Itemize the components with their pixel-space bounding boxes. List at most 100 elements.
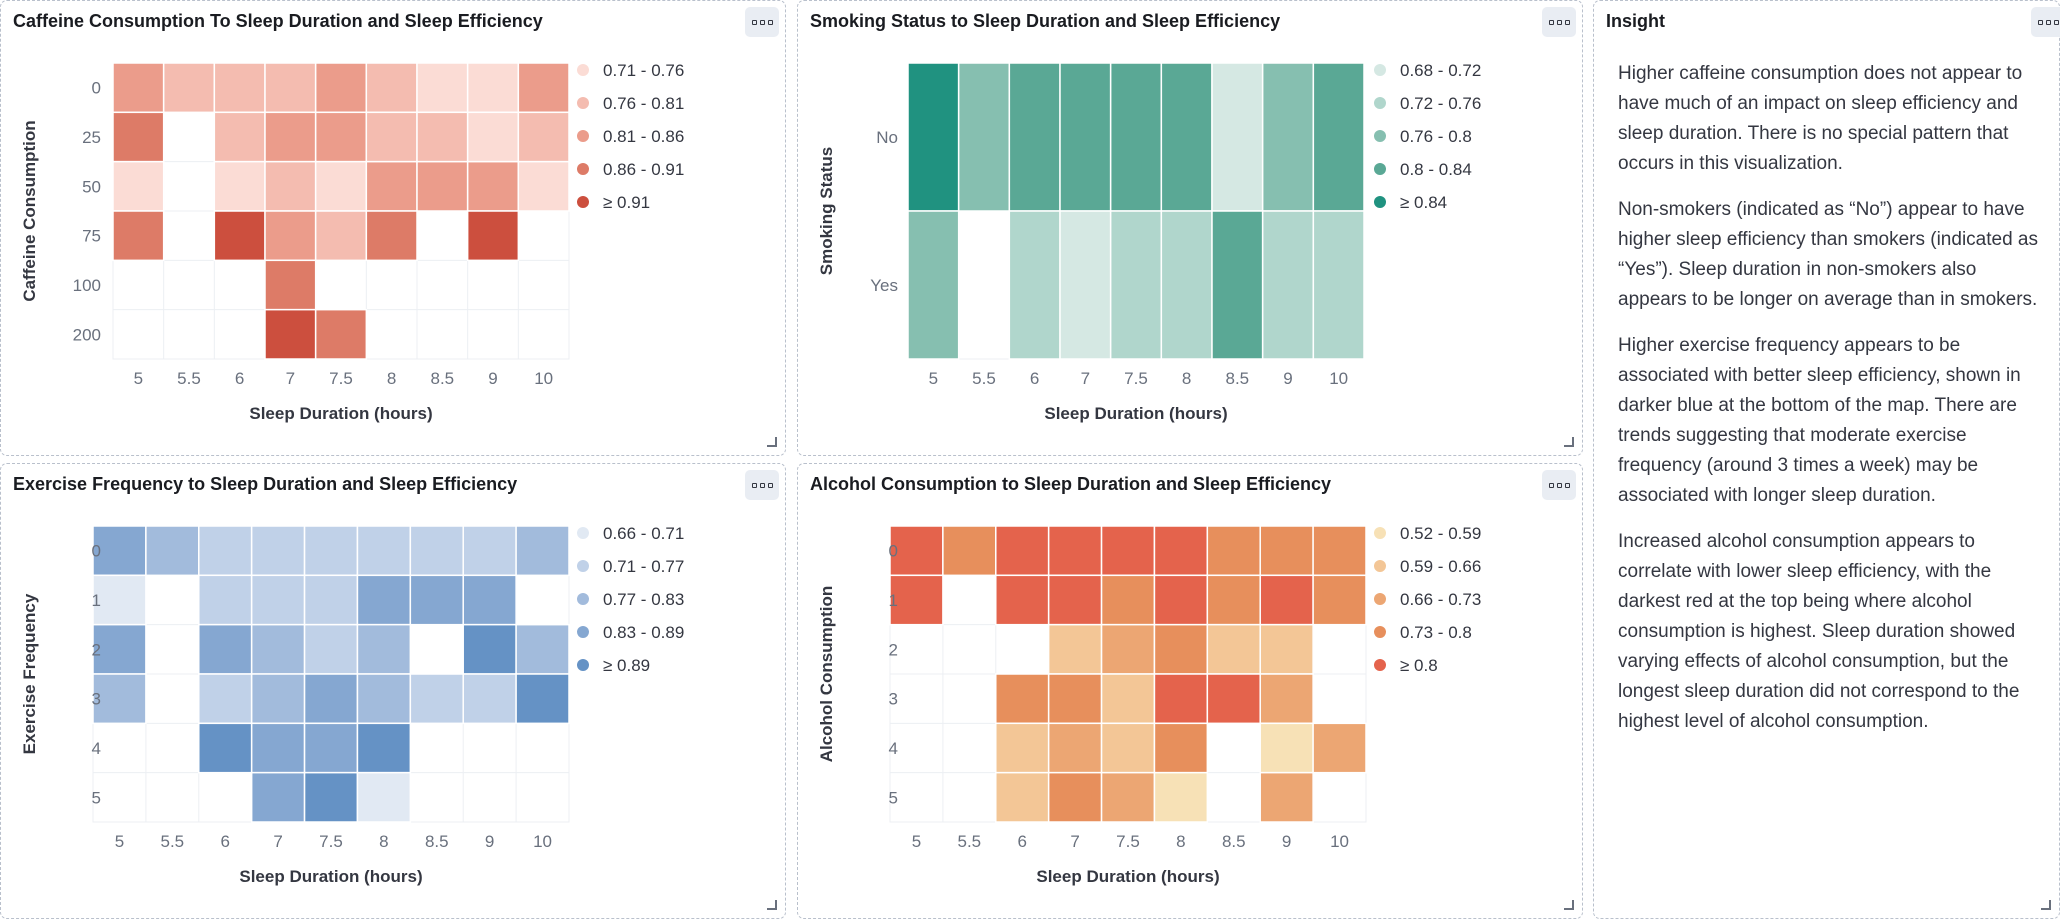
x-tick-label: 6 [1030,369,1039,388]
heatmap-cell [314,62,368,114]
legend-label: ≥ 0.89 [603,656,650,675]
legend-label: ≥ 0.84 [1400,193,1447,212]
y-axis-title: Alcohol Consumption [817,586,836,763]
x-tick-label: 5 [115,832,124,851]
panel-options-button[interactable] [2031,7,2060,37]
heatmap-cell [1059,210,1112,360]
resize-handle[interactable] [1564,900,1574,910]
heatmap-cell [314,160,368,212]
y-tick-label: 0 [92,79,101,98]
x-tick-label: 6 [220,832,229,851]
heatmap-cell [198,673,253,725]
exercise-panel: Exercise Frequency to Sleep Duration and… [0,463,786,919]
heatmap-cell [1100,623,1156,675]
heatmap-cell [466,210,520,262]
y-tick-label: 2 [889,640,898,659]
x-tick-label: 10 [534,369,553,388]
resize-handle[interactable] [767,437,777,447]
x-axis-title: Sleep Duration (hours) [239,867,422,886]
heatmap-cell [1153,673,1209,725]
x-tick-label: 8.5 [425,832,449,851]
legend-swatch [1374,64,1386,76]
heatmap-cell [1259,574,1314,626]
exercise-heatmap: 5 5.5 6 7 7.5 8 8.5 9 10 0 1 2 3 4 5 Sleep Duration (ho… [20,524,684,886]
heatmap-cell [1206,525,1261,577]
heatmap-cell [1100,673,1156,725]
panel-options-button[interactable] [1542,7,1576,37]
heatmap-cell [995,574,1050,626]
heatmap-cell [416,111,469,163]
legend-swatch [1374,163,1386,175]
x-axis-title: Sleep Duration (hours) [249,404,432,423]
heatmap-cell [264,308,317,360]
panel-options-button[interactable] [745,470,779,500]
x-axis-title: Sleep Duration (hours) [1044,404,1227,423]
resize-handle[interactable] [767,900,777,910]
panel-options-button[interactable] [1542,470,1576,500]
heatmap-cell [462,525,517,577]
heatmap-cell [162,62,216,114]
heatmap-cell [1109,210,1163,360]
heatmap-cell [365,210,418,262]
heatmap-cell [1153,771,1209,823]
x-tick-label: 7.5 [1124,369,1148,388]
legend-label: 0.77 - 0.83 [603,590,684,609]
heatmap-cell [466,160,520,212]
heatmap-cell [416,62,469,114]
y-tick-label: 3 [92,690,101,709]
legend-label: 0.86 - 0.91 [603,160,684,179]
heatmap-cell [889,574,944,626]
heatmap-cell [1100,525,1156,577]
heatmap-cell [1047,574,1103,626]
heatmap-cell [303,673,359,725]
heatmap-cell [995,722,1050,774]
heatmap-cell [250,623,306,675]
panel-options-button[interactable] [745,7,779,37]
x-tick-label: 5 [912,832,921,851]
x-tick-label: 8 [1182,369,1191,388]
alcohol-heatmap: 5 5.5 6 7 7.5 8 8.5 9 10 0 1 2 3 4 5 Sleep Duration (ho… [817,524,1481,886]
heatmap-cell [995,525,1050,577]
legend-label: ≥ 0.8 [1400,656,1438,675]
x-tick-label: 9 [1282,832,1291,851]
heatmap-cell [1206,574,1261,626]
heatmap-cell [112,62,165,114]
legend-swatch [1374,626,1386,638]
heatmap-cell [356,673,412,725]
legend-swatch [577,527,589,539]
heatmap-cell [365,111,418,163]
heatmap-cell [1160,62,1213,212]
heatmap-cell [264,111,317,163]
heatmap-cell [314,210,368,262]
heatmap-cell [356,623,412,675]
heatmap-cell [1259,673,1314,725]
heatmap-cell [92,525,147,577]
x-tick-label: 8 [379,832,388,851]
caffeine-panel: Caffeine Consumption To Sleep Duration a… [0,0,786,456]
heatmap-cell [213,111,266,163]
legend-label: 0.76 - 0.8 [1400,127,1472,146]
legend-label: 0.76 - 0.81 [603,94,684,113]
legend-swatch [1374,97,1386,109]
insight-title: Insight [1606,11,1665,31]
x-tick-label: 8.5 [1226,369,1250,388]
y-tick-label: 1 [889,591,898,610]
legend-label: 0.66 - 0.73 [1400,590,1481,609]
resize-handle[interactable] [2041,900,2051,910]
heatmap-cell [1059,62,1112,212]
heatmap-cell [907,210,960,360]
legend-swatch [1374,560,1386,572]
legend-swatch [1374,196,1386,208]
heatmap-cell [112,111,165,163]
legend-swatch [577,97,589,109]
insight-panel: Insight Higher caffeine consumption does… [1593,0,2060,919]
legend-swatch [577,593,589,605]
heatmap-cell [1153,574,1209,626]
insight-paragraph-smoking: Non-smokers (indicated as “No”) appear t… [1618,199,2038,310]
x-tick-label: 7 [286,369,295,388]
resize-handle[interactable] [1564,437,1574,447]
y-axis-title: Smoking Status [817,147,836,275]
heatmap-cell [1100,771,1156,823]
smoking-heatmap: 5 5.5 6 7 7.5 8 8.5 9 10 No Yes Sleep Duration (hou… [817,61,1481,423]
heatmap-cell [1312,722,1367,774]
